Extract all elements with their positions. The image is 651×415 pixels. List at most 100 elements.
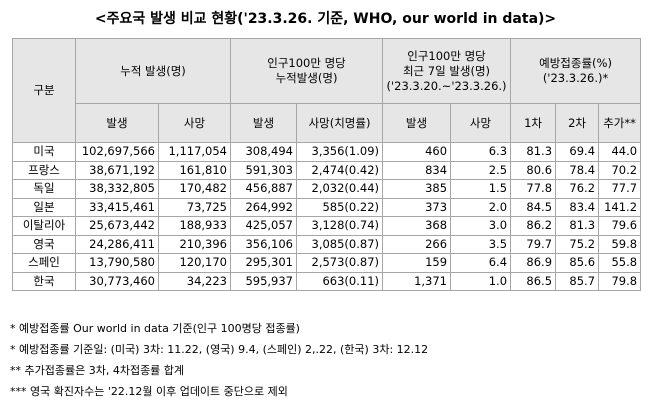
data-row: 영국 24,286,411 210,396 356,106 3,085(0.87) 266… (12, 234, 642, 254)
value-cell: 77.7 (598, 179, 642, 199)
value-cell: 6.4 (450, 253, 512, 273)
value-cell: 38,671,192 (75, 160, 159, 180)
value-cell: 44.0 (598, 142, 642, 162)
header-text: ('23.3.20.~'23.3.26.) (386, 78, 507, 93)
value-cell: 69.4 (555, 142, 600, 162)
country-cell: 미국 (12, 142, 76, 162)
value-cell: 84.5 (510, 197, 557, 217)
value-cell: 13,790,580 (75, 253, 159, 273)
value-cell: 3.5 (450, 234, 512, 254)
value-cell: 79.6 (598, 216, 642, 236)
value-cell: 30,773,460 (75, 271, 159, 291)
header-text: 예방접종률(%) (539, 56, 612, 70)
value-cell: 73,725 (158, 197, 231, 217)
data-row: 이탈리아 25,673,442 188,933 425,057 3,128(0.74) 3… (12, 216, 642, 236)
value-cell: 373 (382, 197, 452, 217)
subheader-cell: 2차 (555, 103, 600, 143)
value-cell: 159 (382, 253, 452, 273)
note: * 예방접종률 Our world in data 기준(인구 100명당 접종… (10, 322, 300, 335)
value-cell: 663(0.11) (295, 271, 384, 291)
value-cell: 38,332,805 (75, 179, 159, 199)
data-row: 독일 38,332,805 170,482 456,887 2,032(0.44) 385… (12, 179, 642, 199)
value-cell: 3.0 (450, 216, 512, 236)
value-cell: 25,673,442 (75, 216, 159, 236)
value-cell: 70.2 (598, 160, 642, 180)
value-cell: 264,992 (230, 197, 297, 217)
header-text: 구분 (33, 83, 55, 97)
data-row: 미국 102,697,566 1,117,054 308,494 3,356(1.09)… (12, 142, 642, 162)
value-cell: 210,396 (158, 234, 231, 254)
value-cell: 295,301 (230, 253, 297, 273)
value-cell: 308,494 (230, 142, 297, 162)
subheader-row: 발생 사망 발생 사망(치명률) 발생 사망 1차 2차 추가** (13, 103, 642, 143)
value-cell: 78.4 (555, 160, 600, 180)
value-cell: 595,937 (230, 271, 297, 291)
data-row: 한국 30,773,460 34,223 595,937 663(0.11) 1,371 1… (12, 271, 642, 291)
value-cell: 460 (382, 142, 452, 162)
country-cell: 한국 (12, 271, 76, 291)
value-cell: 188,933 (158, 216, 231, 236)
header-cell: 인구100만 명당 누적발생(명) (229, 38, 384, 104)
value-cell: 385 (382, 179, 452, 199)
subheader-cell: 사망 (450, 103, 512, 143)
subheader-cell: 추가** (598, 103, 642, 143)
value-cell: 86.9 (510, 253, 557, 273)
title: <주요국 발생 비교 현황('23.3.26. 기준, WHO, our wor… (94, 11, 557, 27)
subheader-cell: 발생 (382, 103, 452, 143)
data-row: 스페인 13,790,580 120,170 295,301 2,573(0.87) 15… (12, 253, 642, 273)
subheader-cell: 1차 (510, 103, 557, 143)
value-cell: 85.6 (555, 253, 600, 273)
note: ** 추가접종률은 3차, 4차접종률 합계 (10, 364, 185, 377)
value-cell: 86.5 (510, 271, 557, 291)
value-cell: 2.0 (450, 197, 512, 217)
value-cell: 141.2 (598, 197, 642, 217)
value-cell: 83.4 (555, 197, 600, 217)
value-cell: 3,085(0.87) (295, 234, 384, 254)
header-cell: 인구100만 명당 최근 7일 발생(명) ('23.3.20.~'23.3.26.… (382, 38, 512, 104)
value-cell: 161,810 (158, 160, 231, 180)
subheader-cell: 발생 (230, 103, 297, 143)
country-cell: 프랑스 (12, 160, 76, 180)
subheader-cell: 사망 (158, 103, 231, 143)
value-cell: 55.8 (598, 253, 642, 273)
subheader-cell: 사망(치명률) (295, 103, 384, 143)
value-cell: 2,573(0.87) (295, 253, 384, 273)
data-row: 일본 33,415,461 73,725 264,992 585(0.22) 373 2.0… (12, 197, 642, 217)
value-cell: 86.2 (510, 216, 557, 236)
country-cell: 영국 (12, 234, 76, 254)
value-cell: 1.5 (450, 179, 512, 199)
header-text: ('23.3.26.)* (542, 71, 609, 85)
header-text: 인구100만 명당 (267, 56, 346, 70)
header-text: 인구100만 명당 (407, 48, 486, 63)
value-cell: 24,286,411 (75, 234, 159, 254)
value-cell: 1,117,054 (158, 142, 231, 162)
value-cell: 1.0 (450, 271, 512, 291)
value-cell: 456,887 (230, 179, 297, 199)
value-cell: 591,303 (230, 160, 297, 180)
data-row: 프랑스 38,671,192 161,810 591,303 2,474(0.42) 83… (12, 160, 642, 180)
value-cell: 85.7 (555, 271, 600, 291)
value-cell: 81.3 (555, 216, 600, 236)
value-cell: 170,482 (158, 179, 231, 199)
value-cell: 585(0.22) (295, 197, 384, 217)
country-cell: 일본 (12, 197, 76, 217)
value-cell: 33,415,461 (75, 197, 159, 217)
header-cell: 구분 (12, 38, 76, 143)
value-cell: 120,170 (158, 253, 231, 273)
note: * 예방접종률 기준일: (미국) 3차: 11.22, (영국) 9.4, (… (10, 343, 429, 356)
header-text: 누적 발생(명) (120, 63, 186, 78)
header-cell: 예방접종률(%) ('23.3.26.)* (510, 38, 642, 104)
header-cell: 누적 발생(명) (75, 38, 231, 104)
notes: * 예방접종률 Our world in data 기준(인구 100명당 접종… (10, 318, 428, 402)
value-cell: 6.3 (450, 142, 512, 162)
value-cell: 2,032(0.44) (295, 179, 384, 199)
value-cell: 368 (382, 216, 452, 236)
value-cell: 76.2 (555, 179, 600, 199)
value-cell: 425,057 (230, 216, 297, 236)
value-cell: 356,106 (230, 234, 297, 254)
value-cell: 79.7 (510, 234, 557, 254)
country-cell: 이탈리아 (12, 216, 76, 236)
value-cell: 3,128(0.74) (295, 216, 384, 236)
value-cell: 266 (382, 234, 452, 254)
